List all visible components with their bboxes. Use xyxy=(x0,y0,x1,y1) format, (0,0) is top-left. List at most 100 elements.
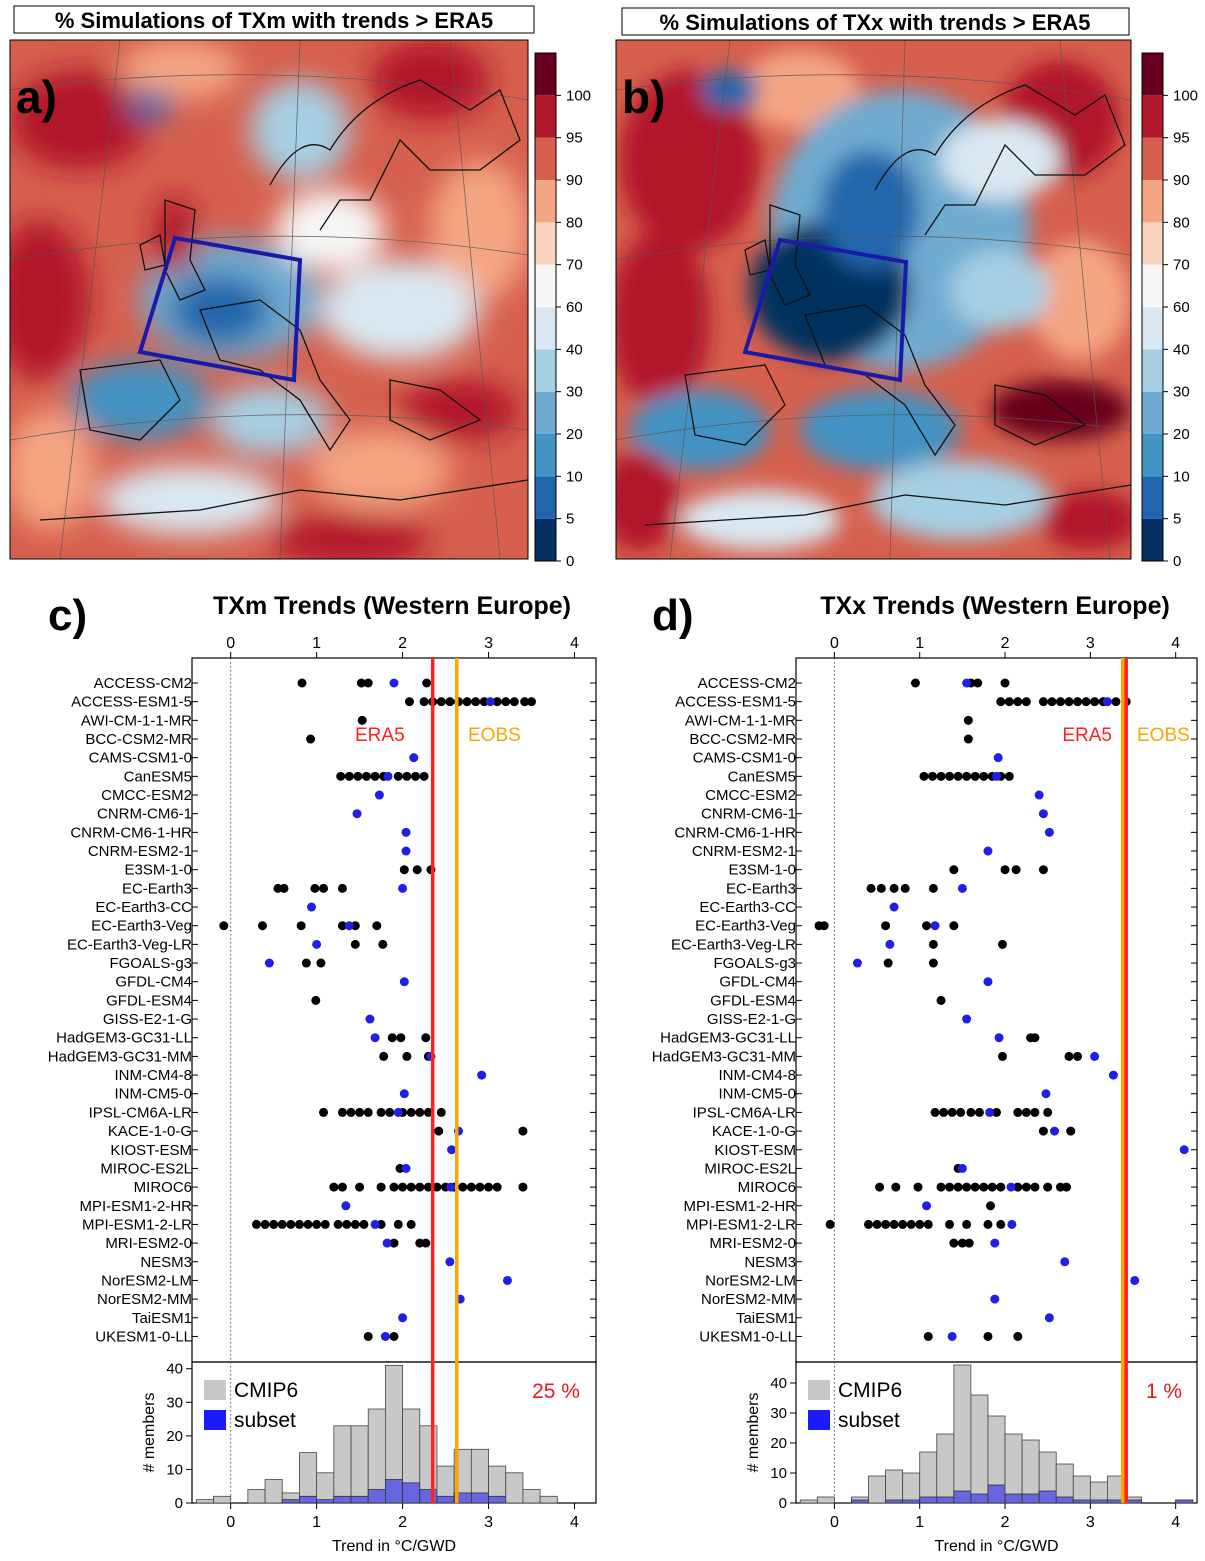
member-point xyxy=(436,697,446,707)
subset-point xyxy=(1090,1051,1100,1061)
member-point xyxy=(434,1126,444,1136)
model-label: GFDL-CM4 xyxy=(115,974,192,991)
cmip6-bar xyxy=(367,1408,386,1504)
member-point xyxy=(492,1182,502,1192)
model-label: E3SM-1-0 xyxy=(124,862,192,879)
subset-point xyxy=(341,1201,351,1211)
member-point xyxy=(898,1219,908,1229)
member-point xyxy=(900,883,910,893)
subset-bar xyxy=(919,1496,938,1504)
map-a-field xyxy=(10,40,528,559)
hist-y-tick-label: 10 xyxy=(770,1465,787,1482)
member-point xyxy=(398,1182,408,1192)
model-label: ACCESS-CM2 xyxy=(698,675,796,692)
member-point xyxy=(387,1033,397,1043)
member-point xyxy=(269,1219,279,1229)
member-point xyxy=(402,771,412,781)
colorbar-tick-label: 40 xyxy=(566,341,583,358)
model-label: KIOST-ESM xyxy=(110,1142,192,1159)
subset-point xyxy=(1102,697,1112,707)
model-label: ACCESS-ESM1-5 xyxy=(675,694,796,711)
scatter-frame xyxy=(191,657,597,1363)
model-label: GISS-E2-1-G xyxy=(103,1011,192,1028)
cmip6-bar xyxy=(247,1489,266,1504)
cmip6-bar xyxy=(539,1495,558,1504)
colorbar-tick-label: 30 xyxy=(566,384,583,401)
colorbar-tick-label: 60 xyxy=(566,299,583,316)
colorbar-tick-label: 20 xyxy=(1173,426,1190,443)
top-x-tick-label: 1 xyxy=(915,635,924,652)
member-point xyxy=(353,771,363,781)
x-axis-label: Trend in °C/GWD xyxy=(332,1538,456,1555)
member-point xyxy=(1090,697,1100,707)
subset-point xyxy=(393,1107,403,1117)
member-point xyxy=(928,883,938,893)
member-point xyxy=(979,1182,989,1192)
model-label: MPI-ESM1-2-LR xyxy=(82,1216,192,1233)
subset-point xyxy=(477,1070,487,1080)
colorbar-tick-label: 70 xyxy=(566,257,583,274)
cmip6-bar xyxy=(1021,1439,1040,1504)
bottom-x-tick-label: 1 xyxy=(915,1514,924,1531)
top-x-tick-label: 2 xyxy=(1001,635,1010,652)
member-point xyxy=(1061,1182,1071,1192)
bottom-x-tick-label: 2 xyxy=(398,1514,407,1531)
colorbar-segment xyxy=(535,307,556,350)
member-point xyxy=(953,771,963,781)
cmip6-bar xyxy=(213,1495,232,1504)
model-label: EC-Earth3 xyxy=(122,880,192,897)
member-point xyxy=(350,939,360,949)
subset-point xyxy=(983,846,993,856)
map-b-field xyxy=(616,40,1131,559)
member-point xyxy=(1066,1126,1076,1136)
subset-bar xyxy=(1004,1493,1023,1504)
member-point xyxy=(819,921,829,931)
member-point xyxy=(1043,1182,1053,1192)
member-point xyxy=(306,734,316,744)
model-label: EC-Earth3-Veg-LR xyxy=(671,936,796,953)
member-point xyxy=(996,1182,1006,1192)
model-label: GFDL-CM4 xyxy=(719,974,796,991)
member-point xyxy=(1030,1107,1040,1117)
subset-point xyxy=(398,883,408,893)
subset-point xyxy=(993,753,1003,763)
legend-subset-label: subset xyxy=(838,1409,900,1432)
model-label: NorESM2-LM xyxy=(705,1272,796,1289)
top-x-tick-label: 4 xyxy=(570,635,579,652)
cmip6-bar xyxy=(953,1364,972,1504)
chart-title: TXm Trends (Western Europe) xyxy=(213,592,571,620)
member-point xyxy=(316,958,326,968)
colorbar-segment xyxy=(1142,180,1163,223)
member-point xyxy=(520,697,530,707)
top-x-tick-label: 0 xyxy=(830,635,839,652)
member-point xyxy=(475,1182,485,1192)
subset-point xyxy=(1007,1219,1017,1229)
hist-y-axis-label: # members xyxy=(141,1392,158,1472)
member-point xyxy=(359,1219,369,1229)
legend-subset-label: subset xyxy=(234,1409,296,1432)
subset-point xyxy=(401,846,411,856)
hist-y-tick-label: 20 xyxy=(166,1428,183,1445)
subset-point xyxy=(447,1145,457,1155)
colorbar-tick-label: 0 xyxy=(566,553,574,570)
member-point xyxy=(370,771,380,781)
subset-point xyxy=(994,1033,1004,1043)
member-point xyxy=(872,1219,882,1229)
member-point xyxy=(1004,771,1014,781)
model-label: CMCC-ESM2 xyxy=(101,787,192,804)
model-label: MIROC6 xyxy=(738,1179,796,1196)
model-label: MIROC-ES2L xyxy=(704,1160,796,1177)
model-label: HadGEM3-GC31-LL xyxy=(660,1030,796,1047)
colorbar-segment xyxy=(535,434,556,477)
model-label: BCC-CSM2-MR xyxy=(85,731,192,748)
bottom-x-tick-label: 4 xyxy=(570,1514,579,1531)
model-label: CNRM-ESM2-1 xyxy=(692,843,796,860)
legend-cmip6-label: CMIP6 xyxy=(234,1379,298,1402)
model-label: CNRM-ESM2-1 xyxy=(88,843,192,860)
subset-bar xyxy=(316,1499,335,1504)
member-point xyxy=(337,1107,347,1117)
member-point xyxy=(406,1182,416,1192)
chart-panel-d: d) TXx Trends (Western Europe) 0 0 1 1 2 2 3 3 4 4 T… xyxy=(652,591,1198,1555)
top-x-tick-label: 4 xyxy=(1171,635,1180,652)
model-label: KACE-1-0-G xyxy=(108,1123,192,1140)
